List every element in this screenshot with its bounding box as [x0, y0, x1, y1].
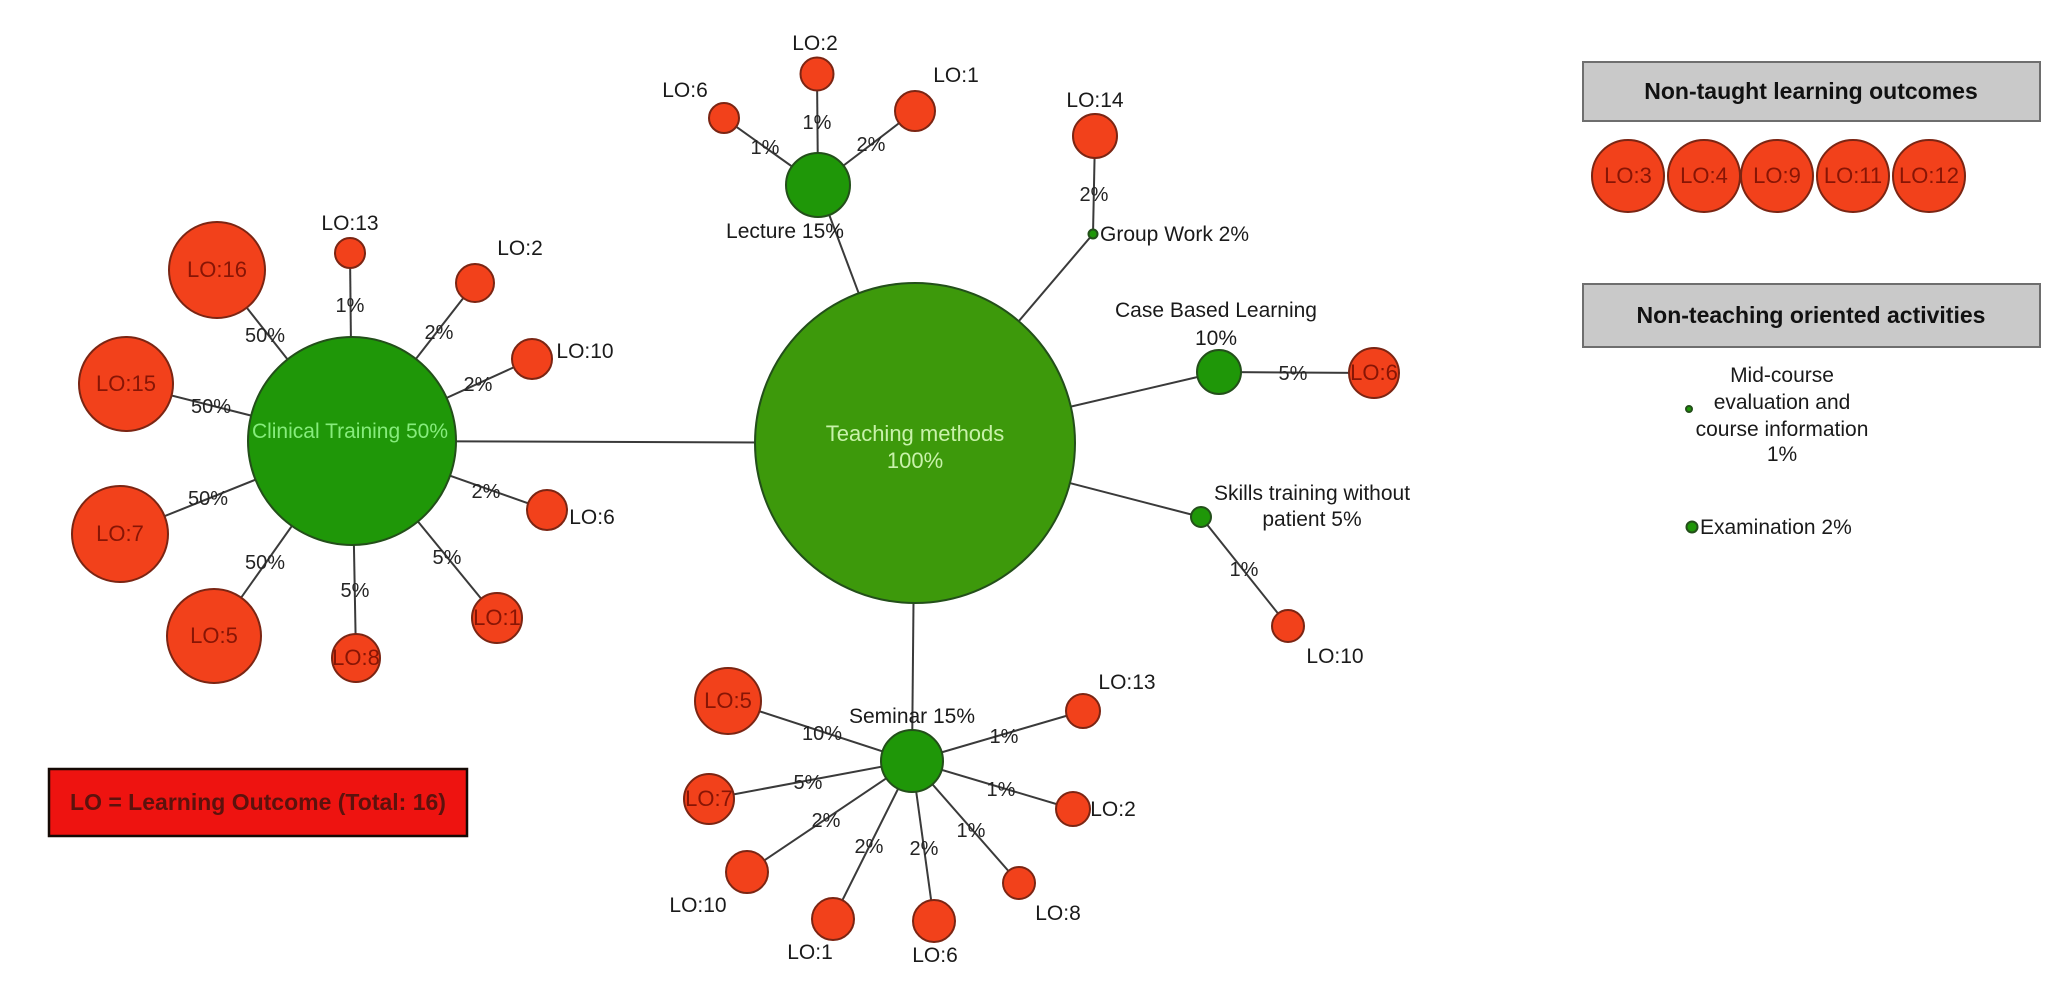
svg-text:LO:10: LO:10: [1306, 645, 1363, 668]
svg-text:LO:4: LO:4: [1680, 163, 1728, 188]
svg-text:LO:16: LO:16: [187, 257, 247, 282]
svg-text:LO:1: LO:1: [933, 64, 979, 87]
svg-text:2%: 2%: [464, 374, 493, 396]
svg-text:LO:8: LO:8: [1035, 902, 1081, 925]
svg-text:LO:12: LO:12: [1899, 163, 1959, 188]
svg-text:patient 5%: patient 5%: [1262, 508, 1361, 531]
svg-text:50%: 50%: [191, 396, 231, 418]
svg-text:50%: 50%: [188, 488, 228, 510]
svg-text:LO:15: LO:15: [96, 371, 156, 396]
svg-text:LO:11: LO:11: [1824, 163, 1882, 188]
svg-text:LO:6: LO:6: [1350, 360, 1398, 385]
svg-text:2%: 2%: [855, 836, 884, 858]
svg-text:2%: 2%: [857, 134, 886, 156]
svg-text:1%: 1%: [751, 137, 780, 159]
svg-text:1%: 1%: [987, 779, 1016, 801]
svg-text:Clinical Training 50%: Clinical Training 50%: [252, 420, 448, 443]
svg-text:LO:1: LO:1: [473, 605, 521, 630]
svg-text:Non-taught learning outcomes: Non-taught learning outcomes: [1644, 78, 1978, 104]
svg-text:LO:5: LO:5: [190, 623, 238, 648]
svg-text:1%: 1%: [803, 112, 832, 134]
svg-text:LO:9: LO:9: [1753, 163, 1801, 188]
svg-text:course information: course information: [1696, 418, 1869, 441]
svg-text:1%: 1%: [1767, 443, 1797, 466]
svg-text:50%: 50%: [245, 552, 285, 574]
svg-text:Mid-course: Mid-course: [1730, 364, 1834, 387]
svg-text:1%: 1%: [957, 820, 986, 842]
svg-text:Lecture 15%: Lecture 15%: [726, 220, 844, 243]
svg-text:evaluation and: evaluation and: [1714, 391, 1851, 414]
svg-text:LO:1: LO:1: [787, 941, 833, 964]
svg-text:LO:10: LO:10: [556, 340, 613, 363]
svg-text:LO:5: LO:5: [704, 688, 752, 713]
svg-text:10%: 10%: [802, 723, 842, 745]
svg-text:Case Based Learning: Case Based Learning: [1115, 299, 1317, 322]
svg-text:5%: 5%: [794, 772, 823, 794]
svg-text:Seminar 15%: Seminar 15%: [849, 705, 975, 728]
svg-text:Skills training without: Skills training without: [1214, 482, 1410, 505]
svg-text:LO:6: LO:6: [662, 79, 708, 102]
svg-text:Teaching methods: Teaching methods: [826, 421, 1005, 446]
svg-text:2%: 2%: [472, 481, 501, 503]
svg-text:10%: 10%: [1195, 327, 1237, 350]
svg-text:LO:7: LO:7: [96, 521, 144, 546]
svg-text:LO:6: LO:6: [569, 506, 615, 529]
svg-text:LO:2: LO:2: [792, 32, 838, 55]
svg-text:LO:3: LO:3: [1604, 163, 1652, 188]
svg-text:5%: 5%: [1279, 363, 1308, 385]
svg-text:LO = Learning Outcome (Total:: LO = Learning Outcome (Total: 16): [70, 789, 446, 815]
svg-text:LO:13: LO:13: [321, 212, 378, 235]
svg-text:Non-teaching oriented activiti: Non-teaching oriented activities: [1637, 302, 1986, 328]
svg-text:100%: 100%: [887, 448, 943, 473]
svg-text:2%: 2%: [1080, 184, 1109, 206]
svg-text:1%: 1%: [336, 295, 365, 317]
svg-text:LO:6: LO:6: [912, 944, 958, 967]
svg-text:LO:13: LO:13: [1098, 671, 1155, 694]
svg-text:5%: 5%: [341, 580, 370, 602]
svg-text:Group Work 2%: Group Work 2%: [1100, 223, 1249, 246]
svg-text:LO:8: LO:8: [332, 645, 380, 670]
svg-text:Examination 2%: Examination 2%: [1700, 516, 1852, 539]
svg-text:LO:2: LO:2: [497, 237, 543, 260]
svg-text:2%: 2%: [812, 810, 841, 832]
svg-text:2%: 2%: [910, 838, 939, 860]
svg-text:5%: 5%: [433, 547, 462, 569]
svg-text:50%: 50%: [245, 325, 285, 347]
svg-text:LO:14: LO:14: [1066, 89, 1124, 112]
svg-text:1%: 1%: [990, 726, 1019, 748]
svg-text:LO:10: LO:10: [669, 894, 726, 917]
svg-text:2%: 2%: [425, 322, 454, 344]
svg-text:1%: 1%: [1230, 559, 1259, 581]
svg-text:LO:2: LO:2: [1090, 798, 1136, 821]
svg-text:LO:7: LO:7: [685, 786, 733, 811]
